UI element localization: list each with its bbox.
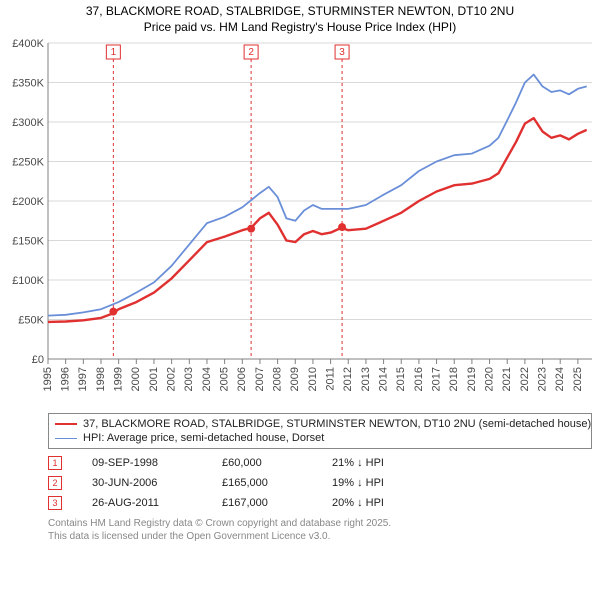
chart-area: £0 £50K £100K £150K £200K £250K £300K £350K £400… bbox=[0, 37, 600, 407]
x-tick-label: 2019 bbox=[466, 367, 478, 391]
sale-row: 2 30-JUN-2006 £165,000 19% ↓ HPI bbox=[48, 473, 592, 493]
x-tick-label: 2003 bbox=[183, 367, 195, 391]
sale-delta: 19% ↓ HPI bbox=[332, 477, 384, 489]
footer-line-1: Contains HM Land Registry data © Crown c… bbox=[48, 517, 592, 530]
x-tick-label: 2025 bbox=[572, 367, 584, 391]
sale-price: £167,000 bbox=[222, 497, 302, 509]
sale-point bbox=[247, 225, 255, 233]
x-tick-label: 2009 bbox=[289, 367, 301, 391]
sale-date: 30-JUN-2006 bbox=[92, 477, 192, 489]
sale-point bbox=[109, 308, 117, 316]
legend-swatch bbox=[55, 438, 77, 439]
x-tick-label: 2005 bbox=[219, 367, 231, 391]
sale-row: 3 26-AUG-2011 £167,000 20% ↓ HPI bbox=[48, 493, 592, 513]
y-tick-label: £200K bbox=[12, 196, 44, 208]
sale-marker-number: 3 bbox=[339, 47, 345, 58]
x-tick-label: 2012 bbox=[342, 367, 354, 391]
x-tick-label: 1996 bbox=[60, 367, 72, 391]
y-tick-label: £0 bbox=[32, 354, 44, 366]
sale-delta: 20% ↓ HPI bbox=[332, 497, 384, 509]
x-tick-label: 1999 bbox=[113, 367, 125, 391]
x-tick-label: 2022 bbox=[519, 367, 531, 391]
x-tick-label: 2014 bbox=[377, 367, 389, 391]
y-tick-label: £300K bbox=[12, 117, 44, 129]
x-tick-label: 2011 bbox=[325, 367, 337, 391]
sale-delta: 21% ↓ HPI bbox=[332, 457, 384, 469]
x-tick-label: 2013 bbox=[360, 367, 372, 391]
y-tick-label: £50K bbox=[18, 315, 44, 327]
x-tick-label: 2001 bbox=[148, 367, 160, 391]
sale-date: 09-SEP-1998 bbox=[92, 457, 192, 469]
x-tick-label: 2021 bbox=[501, 367, 513, 391]
x-tick-label: 2023 bbox=[536, 367, 548, 391]
x-tick-label: 2004 bbox=[201, 367, 213, 391]
title-line-1: 37, BLACKMORE ROAD, STALBRIDGE, STURMINS… bbox=[10, 4, 590, 20]
sale-marker-number: 2 bbox=[248, 47, 254, 58]
x-tick-label: 1997 bbox=[77, 367, 89, 391]
x-tick-label: 1995 bbox=[42, 367, 54, 391]
x-tick-label: 2016 bbox=[413, 367, 425, 391]
legend-label: 37, BLACKMORE ROAD, STALBRIDGE, STURMINS… bbox=[83, 418, 591, 430]
chart-title: 37, BLACKMORE ROAD, STALBRIDGE, STURMINS… bbox=[0, 0, 600, 37]
footer-line-2: This data is licensed under the Open Gov… bbox=[48, 530, 592, 543]
legend: 37, BLACKMORE ROAD, STALBRIDGE, STURMINS… bbox=[48, 413, 592, 449]
x-tick-label: 2008 bbox=[272, 367, 284, 391]
x-tick-label: 2020 bbox=[483, 367, 495, 391]
sale-point bbox=[338, 223, 346, 231]
sale-marker-number: 1 bbox=[111, 47, 117, 58]
legend-label: HPI: Average price, semi-detached house,… bbox=[83, 432, 324, 444]
sale-date: 26-AUG-2011 bbox=[92, 497, 192, 509]
sales-table: 1 09-SEP-1998 £60,000 21% ↓ HPI 2 30-JUN-2006… bbox=[48, 453, 592, 513]
legend-row: HPI: Average price, semi-detached house,… bbox=[55, 431, 585, 445]
y-tick-label: £250K bbox=[12, 157, 44, 169]
y-tick-label: £100K bbox=[12, 275, 44, 287]
x-tick-label: 2006 bbox=[236, 367, 248, 391]
x-tick-label: 1998 bbox=[95, 367, 107, 391]
sale-row-marker: 3 bbox=[48, 496, 62, 510]
sale-row-marker: 2 bbox=[48, 476, 62, 490]
series-subject bbox=[48, 118, 587, 322]
y-tick-label: £150K bbox=[12, 236, 44, 248]
legend-row: 37, BLACKMORE ROAD, STALBRIDGE, STURMINS… bbox=[55, 417, 585, 431]
attribution-footer: Contains HM Land Registry data © Crown c… bbox=[48, 517, 592, 543]
series-hpi bbox=[48, 75, 587, 316]
legend-swatch bbox=[55, 423, 77, 425]
x-tick-label: 2017 bbox=[430, 367, 442, 391]
x-tick-label: 2015 bbox=[395, 367, 407, 391]
x-tick-label: 2007 bbox=[254, 367, 266, 391]
sale-row: 1 09-SEP-1998 £60,000 21% ↓ HPI bbox=[48, 453, 592, 473]
x-tick-label: 2002 bbox=[166, 367, 178, 391]
sale-price: £60,000 bbox=[222, 457, 302, 469]
y-tick-label: £400K bbox=[12, 38, 44, 50]
y-tick-label: £350K bbox=[12, 78, 44, 90]
title-line-2: Price paid vs. HM Land Registry's House … bbox=[10, 20, 590, 36]
x-tick-label: 2000 bbox=[130, 367, 142, 391]
x-tick-label: 2018 bbox=[448, 367, 460, 391]
x-tick-label: 2010 bbox=[307, 367, 319, 391]
sale-price: £165,000 bbox=[222, 477, 302, 489]
sale-row-marker: 1 bbox=[48, 456, 62, 470]
x-tick-label: 2024 bbox=[554, 367, 566, 391]
line-chart-svg: £0 £50K £100K £150K £200K £250K £300K £350K £400… bbox=[0, 37, 600, 407]
